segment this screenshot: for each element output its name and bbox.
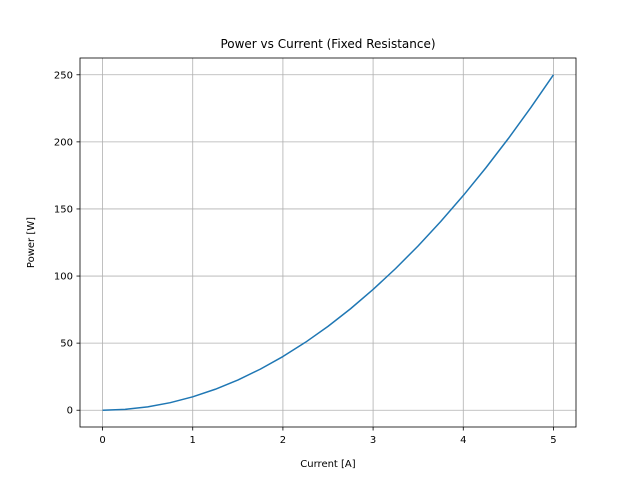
y-tick-label: 100 xyxy=(54,272,73,283)
grid xyxy=(80,58,576,427)
chart-title: Power vs Current (Fixed Resistance) xyxy=(220,37,435,51)
y-axis-label: Power [W] xyxy=(26,217,37,268)
x-tick-label: 2 xyxy=(280,435,286,446)
x-tick-label: 4 xyxy=(460,435,466,446)
x-tick-label: 5 xyxy=(550,435,556,446)
x-tick-label: 0 xyxy=(99,435,105,446)
y-tick-label: 200 xyxy=(54,137,73,148)
y-tick-label: 50 xyxy=(60,339,73,350)
series-layer xyxy=(102,74,555,411)
x-tick-label: 1 xyxy=(190,435,196,446)
y-tick-label: 0 xyxy=(67,406,73,417)
x-tick-label: 3 xyxy=(370,435,376,446)
y-tick-label: 250 xyxy=(54,70,73,81)
series-line xyxy=(102,74,555,411)
x-axis-label: Current [A] xyxy=(300,459,355,470)
plot-frame xyxy=(79,57,577,428)
y-tick-label: 150 xyxy=(54,204,73,215)
